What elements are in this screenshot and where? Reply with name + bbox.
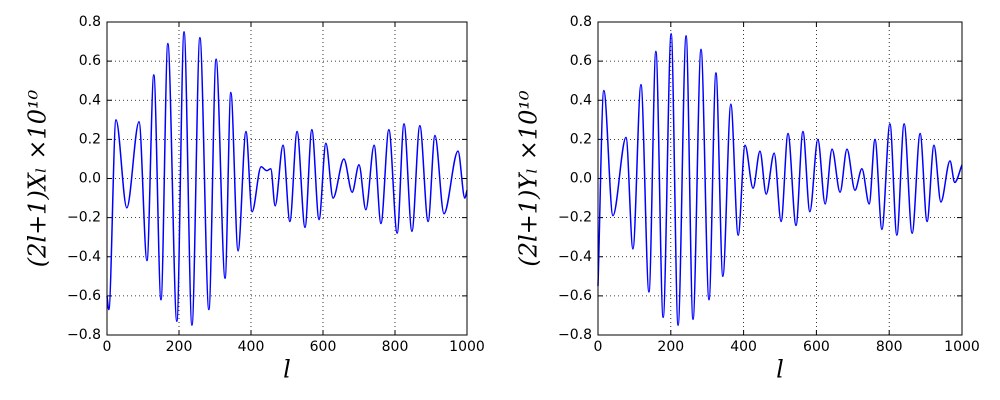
x-tick-label: 600 [803,339,830,355]
x-tick-label: 1000 [944,339,980,355]
y-tick-label: 0.8 [570,14,592,30]
x-tick-label: 600 [310,339,337,355]
y-axis-label: (2l+1)Yₗ ×10¹⁰ [515,90,543,267]
y-tick-label: 0.4 [570,92,592,108]
y-tick-label: −0.6 [67,288,101,304]
x-tick-label: 800 [876,339,903,355]
y-tick-label: 0.0 [570,171,592,187]
plot-frame [597,21,963,336]
y-tick-label: 0.6 [570,53,592,69]
data-line [597,32,963,326]
y-tick-label: −0.2 [558,210,592,226]
y-tick-label: 0.8 [79,14,101,30]
x-tick-label: 200 [166,339,193,355]
x-tick-label: 1000 [449,339,485,355]
plot-frame [106,21,468,336]
x-tick-label: 0 [594,339,603,355]
y-tick-label: 0.6 [79,53,101,69]
y-tick-label: 0.2 [79,131,101,147]
y-tick-label: −0.8 [558,327,592,343]
y-tick-label: −0.6 [558,288,592,304]
x-tick-label: 800 [382,339,409,355]
y-tick-label: 0.4 [79,92,101,108]
x-tick-label: 400 [238,339,265,355]
x-axis-label: l [776,356,784,384]
x-tick-label: 200 [657,339,684,355]
data-line [106,31,468,326]
y-tick-label: −0.2 [67,210,101,226]
x-tick-label: 0 [103,339,112,355]
x-axis-label: l [283,356,291,384]
y-tick-label: −0.4 [558,249,592,265]
y-axis-label: (2l+1)Xₗ ×10¹⁰ [24,89,52,267]
y-tick-label: 0.2 [570,131,592,147]
y-tick-label: −0.4 [67,249,101,265]
y-tick-label: −0.8 [67,327,101,343]
y-tick-label: 0.0 [79,171,101,187]
x-tick-label: 400 [730,339,757,355]
